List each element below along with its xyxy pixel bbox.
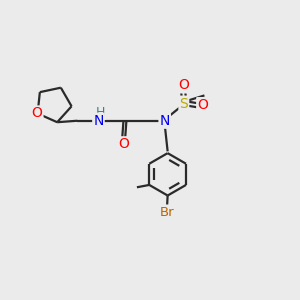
Text: O: O (118, 137, 129, 151)
Text: S: S (179, 97, 188, 111)
Text: O: O (178, 78, 189, 92)
Text: O: O (197, 98, 208, 112)
Text: N: N (93, 114, 103, 128)
Text: H: H (96, 106, 105, 119)
Text: Br: Br (160, 206, 174, 218)
Text: N: N (160, 114, 170, 128)
Text: O: O (32, 106, 43, 121)
